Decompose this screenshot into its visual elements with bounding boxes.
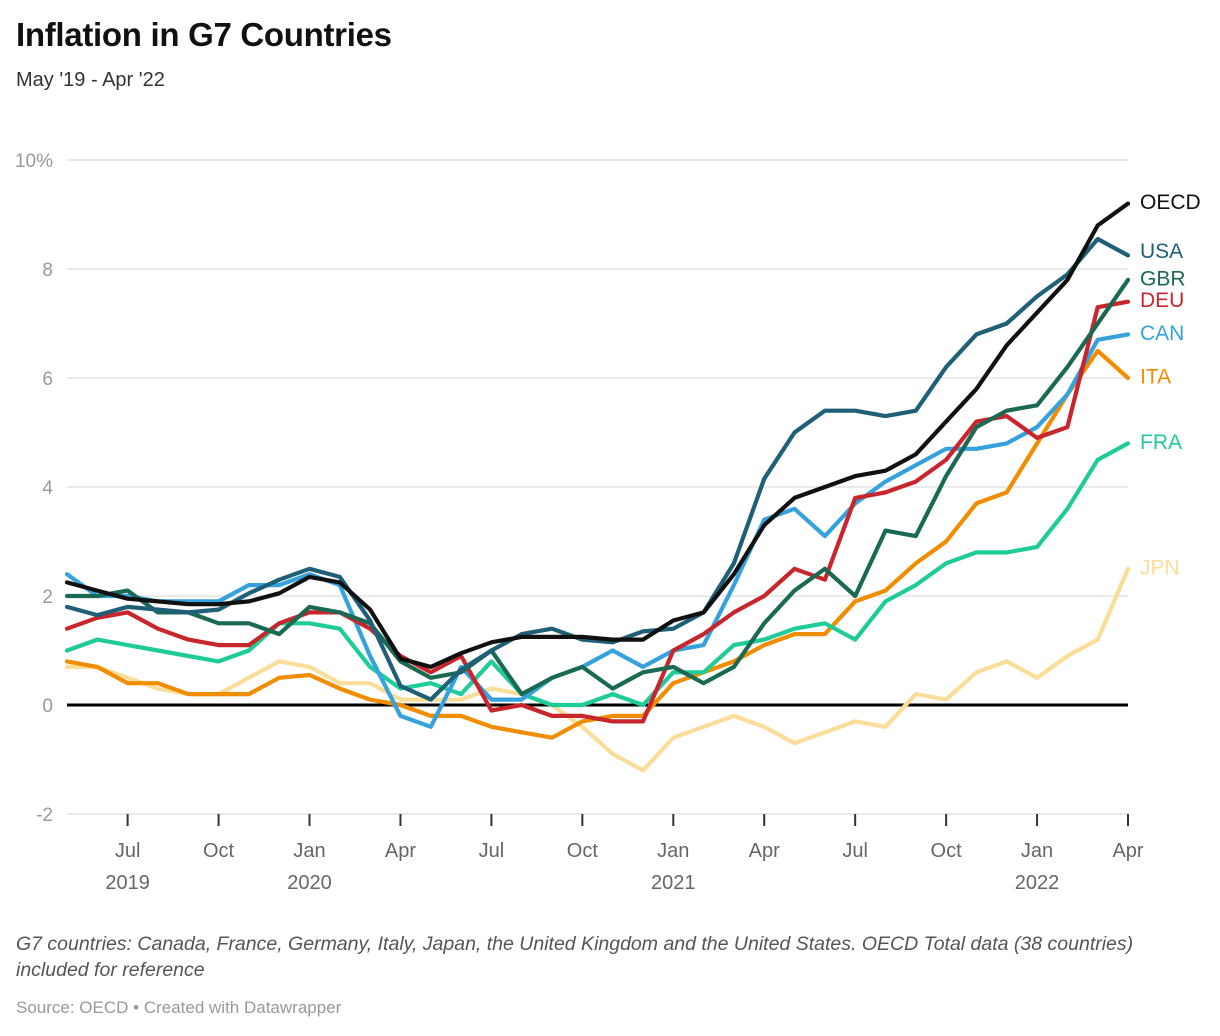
x-axis-year-label: 2021	[651, 872, 696, 894]
x-axis-tick-label: Oct	[567, 840, 599, 862]
y-axis-tick-label: 2	[42, 587, 53, 608]
line-chart: 10% 8 6 4 2 0 -2 Jul 2019 Oct Jan 2020 Apr Jul Oct Jan 2…	[0, 136, 1220, 906]
series-label-deu[interactable]: DEU	[1140, 289, 1184, 312]
x-axis-tick-label: Jul	[842, 840, 868, 862]
x-axis-tick-label: Oct	[931, 840, 963, 862]
series-label-gbr[interactable]: GBR	[1140, 267, 1186, 290]
y-axis-tick-label: -2	[36, 805, 53, 826]
x-axis-tick-label: Jan	[657, 840, 689, 862]
series-line-can	[64, 332, 1131, 729]
chart-source: Source: OECD • Created with Datawrapper	[16, 997, 342, 1017]
series-line-oecd	[64, 201, 1131, 669]
y-axis-tick-label: 8	[42, 260, 53, 281]
chart-subtitle: May '19 - Apr '22	[16, 68, 165, 91]
page-title: Inflation in G7 Countries	[16, 16, 392, 53]
x-axis-tick-label: Apr	[385, 840, 416, 862]
x-axis-tick-label: Apr	[1112, 840, 1143, 862]
chart-canvas: 10% 8 6 4 2 0 -2 Jul 2019 Oct Jan 2020 Apr Jul Oct Jan 2…	[15, 151, 1201, 894]
y-axis-tick-label: 4	[42, 478, 53, 499]
series-line-jpn	[64, 566, 1131, 773]
series-label-ita[interactable]: ITA	[1140, 366, 1171, 389]
chart-footer: G7 countries: Canada, France, Germany, I…	[16, 931, 1206, 1018]
x-axis-year-label: 2022	[1015, 872, 1060, 894]
chart-page: Inflation in G7 Countries May '19 - Apr …	[0, 16, 1220, 1036]
y-axis-tick-label: 0	[42, 696, 53, 717]
chart-footnote: G7 countries: Canada, France, Germany, I…	[16, 933, 1134, 982]
series-label-usa[interactable]: USA	[1140, 240, 1183, 263]
x-axis-tick-label: Jul	[115, 840, 141, 862]
y-axis-tick-label: 6	[42, 369, 53, 390]
series-line-fra	[64, 441, 1131, 708]
x-axis-tick-label: Oct	[203, 840, 235, 862]
x-axis-tick-label: Jan	[293, 840, 325, 862]
x-axis-tick-label: Apr	[749, 840, 780, 862]
series-line-usa	[64, 236, 1131, 702]
series-line-gbr	[64, 277, 1131, 697]
x-axis-year-label: 2020	[287, 872, 332, 894]
series-label-fra[interactable]: FRA	[1140, 431, 1182, 454]
series-line-deu	[64, 299, 1131, 724]
series-label-oecd[interactable]: OECD	[1140, 191, 1201, 214]
y-axis-tick-label: 10%	[15, 151, 53, 172]
x-axis-tick-label: Jan	[1021, 840, 1053, 862]
x-axis-tick-label: Jul	[479, 840, 505, 862]
series-label-jpn[interactable]: JPN	[1140, 556, 1180, 579]
series-label-can[interactable]: CAN	[1140, 322, 1184, 345]
x-axis-year-label: 2019	[105, 872, 150, 894]
